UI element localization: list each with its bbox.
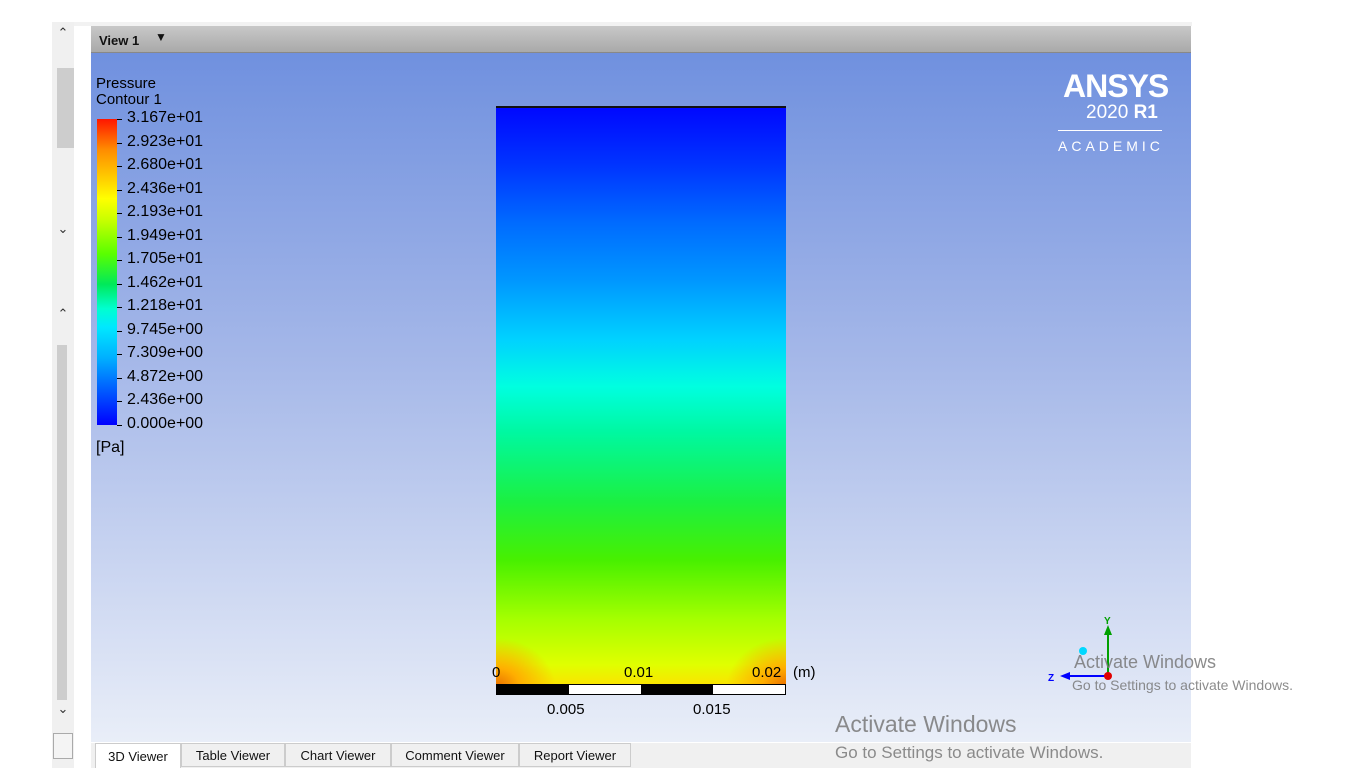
- viewer-3d[interactable]: View 1 ▼ Pressure Contour 1 3.167e+01 2.9…: [91, 26, 1191, 742]
- scroll-down-icon-2[interactable]: ⌄: [57, 701, 69, 716]
- tab-comment-viewer[interactable]: Comment Viewer: [391, 743, 519, 767]
- legend-tick: [117, 425, 122, 426]
- legend-tick: [117, 378, 122, 379]
- axis-z-label: Z: [1048, 673, 1054, 681]
- legend-title-line1: Pressure: [96, 75, 157, 92]
- scale-label-0015: 0.015: [693, 701, 731, 718]
- scale-label-001: 0.01: [624, 664, 654, 681]
- scrollbar-thumb-2[interactable]: [57, 345, 67, 700]
- legend-tick: [117, 401, 122, 402]
- pressure-contour-plot[interactable]: [496, 106, 786, 688]
- legend-label: 7.309e+00: [127, 344, 204, 361]
- axis-y-label: Y: [1104, 616, 1111, 627]
- top-divider: [74, 22, 1192, 26]
- watermark-title-1: Activate Windows: [1074, 652, 1217, 672]
- scale-label-0: 0: [492, 664, 501, 681]
- legend-label: 9.745e+00: [127, 321, 204, 338]
- legend-label: 2.436e+01: [127, 180, 204, 197]
- ansys-logo: ANSYS: [1063, 68, 1169, 104]
- scrollbar-thumb[interactable]: [57, 68, 74, 148]
- scale-units: (m): [793, 664, 816, 681]
- ansys-version: 2020 R1: [1086, 102, 1158, 124]
- legend-label: 4.872e+00: [127, 368, 204, 385]
- legend-label: 1.949e+01: [127, 227, 204, 244]
- legend-tick: [117, 331, 122, 332]
- legend-title-line2: Contour 1: [96, 91, 162, 108]
- tab-table-viewer[interactable]: Table Viewer: [181, 743, 285, 767]
- legend-tick: [117, 213, 122, 214]
- tab-report-viewer[interactable]: Report Viewer: [519, 743, 631, 767]
- watermark-subtitle-2: Go to Settings to activate Windows.: [835, 743, 1104, 762]
- legend-label: 1.218e+01: [127, 297, 204, 314]
- tab-chart-viewer[interactable]: Chart Viewer: [285, 743, 391, 767]
- legend-label: 1.705e+01: [127, 250, 204, 267]
- legend-tick: [117, 143, 122, 144]
- legend-label: 2.680e+01: [127, 156, 204, 173]
- legend-label: 0.000e+00: [127, 415, 204, 432]
- scroll-down-icon[interactable]: ⌄: [57, 221, 69, 236]
- scale-bar: [496, 684, 786, 695]
- legend-label: 2.923e+01: [127, 133, 204, 150]
- tab-3d-viewer[interactable]: 3D Viewer: [95, 743, 181, 768]
- version-year: 2020: [1086, 102, 1129, 123]
- view-header: View 1 ▼: [91, 26, 1191, 53]
- ansys-edition: ACADEMIC: [1058, 138, 1164, 154]
- legend-label: 2.436e+00: [127, 391, 204, 408]
- legend-tick: [117, 166, 122, 167]
- scale-label-0005: 0.005: [547, 701, 585, 718]
- legend-tick: [117, 119, 122, 120]
- legend-tick: [117, 190, 122, 191]
- legend-tick: [117, 354, 122, 355]
- scroll-up-icon-2[interactable]: ⌃: [57, 306, 69, 321]
- scale-label-002: 0.02: [752, 664, 782, 681]
- legend-label: 3.167e+01: [127, 109, 204, 126]
- legend-tick: [117, 260, 122, 261]
- legend-tick: [117, 307, 122, 308]
- watermark-title-2: Activate Windows: [835, 711, 1017, 737]
- legend-units: [Pa]: [96, 439, 125, 456]
- legend-title: Pressure Contour 1: [96, 76, 162, 108]
- logo-divider: [1058, 130, 1162, 131]
- panel-toggle-button[interactable]: [53, 733, 73, 759]
- scroll-up-icon[interactable]: ⌃: [57, 25, 69, 40]
- legend-label: 1.462e+01: [127, 274, 204, 291]
- view-selector[interactable]: View 1: [99, 33, 140, 48]
- version-release: R1: [1133, 102, 1158, 123]
- dropdown-caret-icon[interactable]: ▼: [155, 30, 167, 44]
- axis-triad-icon: Y Z: [1048, 616, 1112, 681]
- watermark-subtitle-1: Go to Settings to activate Windows.: [1072, 677, 1293, 693]
- legend-label: 2.193e+01: [127, 203, 204, 220]
- legend-colorbar: [97, 119, 117, 425]
- legend-tick: [117, 284, 122, 285]
- legend-tick: [117, 237, 122, 238]
- viewer-tab-bar: 3D Viewer Table Viewer Chart Viewer Comm…: [91, 743, 1191, 768]
